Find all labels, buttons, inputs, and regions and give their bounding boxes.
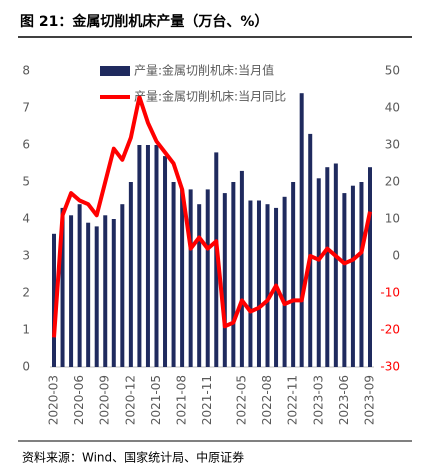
bar xyxy=(291,182,296,367)
bar xyxy=(163,156,168,367)
bar xyxy=(154,145,159,367)
bar xyxy=(265,204,270,367)
x-tick-label: 2021-05 xyxy=(149,375,163,425)
bar xyxy=(86,222,91,367)
legend-swatch xyxy=(100,66,130,76)
bar xyxy=(316,178,321,367)
y2-tick-label: 50 xyxy=(385,64,400,78)
x-tick-label: 2021-08 xyxy=(175,375,189,425)
bar xyxy=(171,182,176,367)
bar xyxy=(188,189,193,367)
legend-label: 产量:金属切削机床:当月同比 xyxy=(134,89,286,104)
y2-tick-label: -20 xyxy=(380,323,400,337)
source: 资料来源：Wind、国家统计局、中原证券 xyxy=(22,450,244,465)
x-tick-label: 2023-09 xyxy=(363,375,377,425)
bar xyxy=(333,163,338,367)
bar xyxy=(103,215,108,367)
x-tick-label: 2020-12 xyxy=(123,375,137,425)
y-tick-label: 6 xyxy=(22,138,30,152)
x-tick-label: 2022-08 xyxy=(260,375,274,425)
bar xyxy=(197,204,202,367)
bar xyxy=(222,193,227,367)
y2-tick-label: 0 xyxy=(392,249,400,263)
y2-tick-label: 30 xyxy=(385,138,400,152)
y2-tick-label: 20 xyxy=(385,175,400,189)
bar xyxy=(120,204,125,367)
bar xyxy=(69,215,74,367)
x-tick-label: 2021-11 xyxy=(200,375,214,425)
x-tick-label: 2022-11 xyxy=(286,375,300,425)
x-tick-label: 2020-03 xyxy=(47,375,61,425)
bar xyxy=(308,133,313,367)
bar xyxy=(94,226,99,367)
bar xyxy=(256,200,261,367)
bar xyxy=(325,167,330,367)
x-tick-label: 2023-06 xyxy=(337,375,351,425)
bar xyxy=(239,170,244,367)
bar xyxy=(299,93,304,367)
bar xyxy=(205,189,210,367)
bar xyxy=(145,145,150,367)
bar xyxy=(52,233,56,367)
y2-tick-label: 40 xyxy=(385,101,400,115)
y2-tick-label: -10 xyxy=(380,286,400,300)
bar xyxy=(342,193,347,367)
chart-title: 图 21：金属切削机床产量（万台、%） xyxy=(20,13,268,30)
bar xyxy=(137,145,142,367)
legend-label: 产量:金属切削机床:当月值 xyxy=(134,63,274,78)
bar xyxy=(128,182,133,367)
bar xyxy=(77,204,82,367)
bar xyxy=(180,189,185,367)
y-tick-label: 7 xyxy=(22,101,30,115)
bar xyxy=(368,167,372,367)
bar xyxy=(231,182,236,367)
bar xyxy=(282,196,287,367)
bar xyxy=(60,207,65,367)
x-tick-label: 2020-09 xyxy=(98,375,112,425)
y-tick-label: 0 xyxy=(22,360,30,374)
y-tick-label: 5 xyxy=(22,175,30,189)
y2-tick-label: -30 xyxy=(380,360,400,374)
y-tick-label: 1 xyxy=(22,323,30,337)
bar xyxy=(359,182,364,367)
y-tick-label: 3 xyxy=(22,249,30,263)
bar xyxy=(111,219,116,367)
y-tick-label: 2 xyxy=(22,286,30,300)
x-tick-label: 2023-03 xyxy=(311,375,325,425)
x-tick-label: 2022-05 xyxy=(234,375,248,425)
line xyxy=(52,94,372,338)
x-tick-label: 2020-06 xyxy=(72,375,86,425)
y-tick-label: 4 xyxy=(22,212,30,226)
y2-tick-label: 10 xyxy=(385,212,400,226)
bar xyxy=(350,185,355,367)
y-tick-label: 8 xyxy=(22,64,30,78)
bar xyxy=(248,200,253,367)
